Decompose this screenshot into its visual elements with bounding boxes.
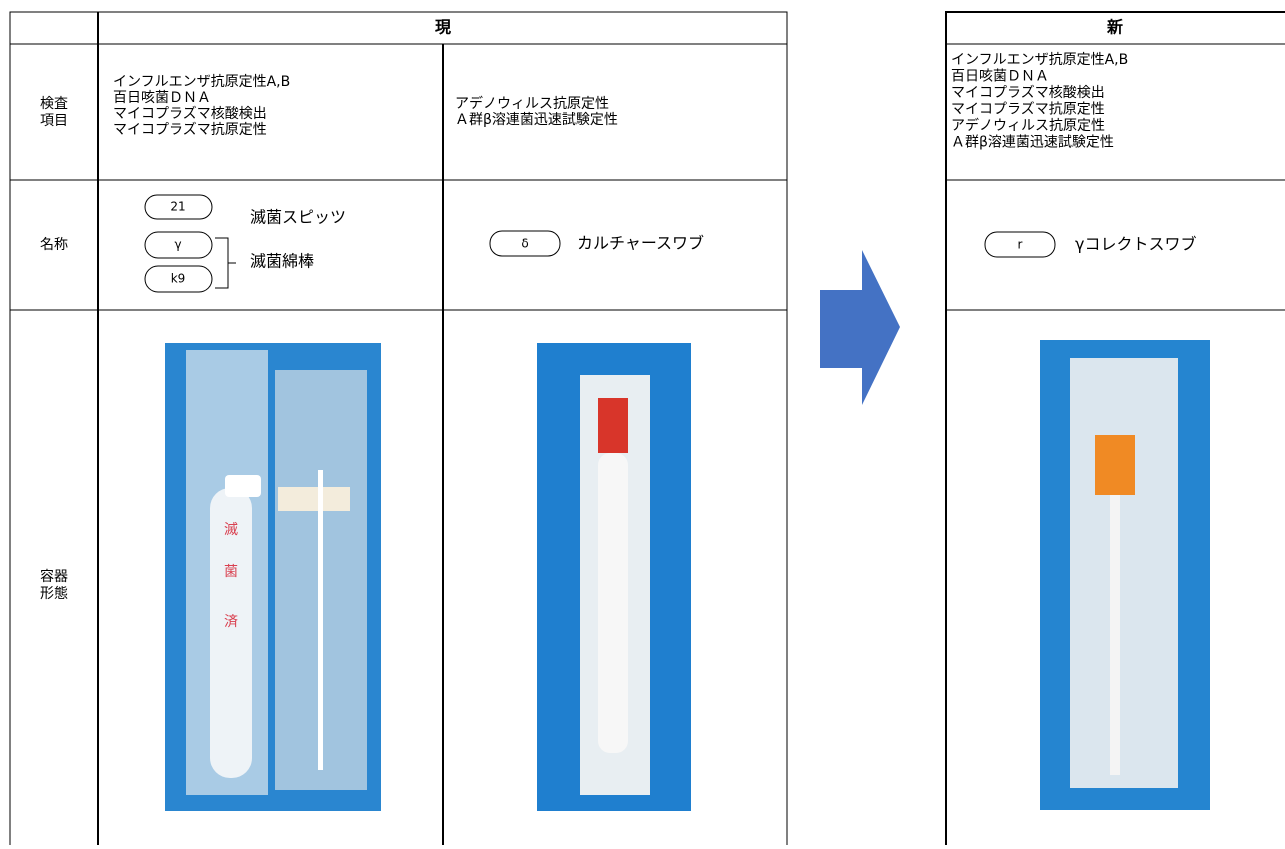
item-text: マイコプラズマ抗原定性 (113, 122, 267, 138)
name-text: カルチャースワブ (577, 234, 704, 253)
arrow (820, 250, 900, 405)
row-label: 検査 (40, 96, 68, 112)
photo-text: 菌 (224, 564, 238, 580)
badge-shapes (144, 194, 1056, 293)
item-text: マイコプラズマ核酸検出 (113, 106, 267, 122)
badge-text: γ (174, 238, 181, 252)
photo-text: 滅 (224, 522, 238, 538)
row-label: 容器 (40, 568, 68, 585)
badge-text: 21 (170, 200, 185, 214)
photo-right (1040, 340, 1210, 810)
item-text: インフルエンザ抗原定性A,B (113, 74, 290, 90)
header: 新 (1106, 18, 1123, 37)
name-text: γコレクトスワブ (1075, 235, 1196, 254)
photo-text: 済 (224, 614, 238, 630)
left-table-grid (9, 11, 788, 849)
item-text: 百日咳菌ＤＮＡ (113, 90, 211, 106)
item-text: アデノウィルス抗原定性 (455, 95, 609, 112)
photo-left (165, 343, 381, 811)
name-text: 滅菌スピッツ (250, 208, 346, 227)
item-text: マイコプラズマ抗原定性 (951, 102, 1105, 118)
item-text: マイコプラズマ核酸検出 (951, 85, 1105, 101)
item-text: アデノウィルス抗原定性 (951, 117, 1105, 134)
right-table-grid (945, 11, 1285, 849)
item-text: Ａ群β溶連菌迅速試験定性 (951, 135, 1114, 151)
header: 現 (435, 18, 451, 37)
item-text: インフルエンザ抗原定性A,B (951, 52, 1128, 68)
name-text: 滅菌綿棒 (250, 252, 314, 271)
item-text: Ａ群β溶連菌迅速試験定性 (455, 112, 618, 128)
row-label: 形態 (40, 586, 68, 602)
row-label: 項目 (40, 113, 68, 129)
photo-middle (537, 343, 691, 811)
item-text: 百日咳菌ＤＮＡ (951, 69, 1049, 85)
bracket (215, 237, 236, 289)
badge-text: δ (521, 237, 528, 251)
badge-text: k9 (171, 272, 186, 286)
badge-text: r (1018, 238, 1023, 252)
row-label: 名称 (40, 237, 68, 253)
